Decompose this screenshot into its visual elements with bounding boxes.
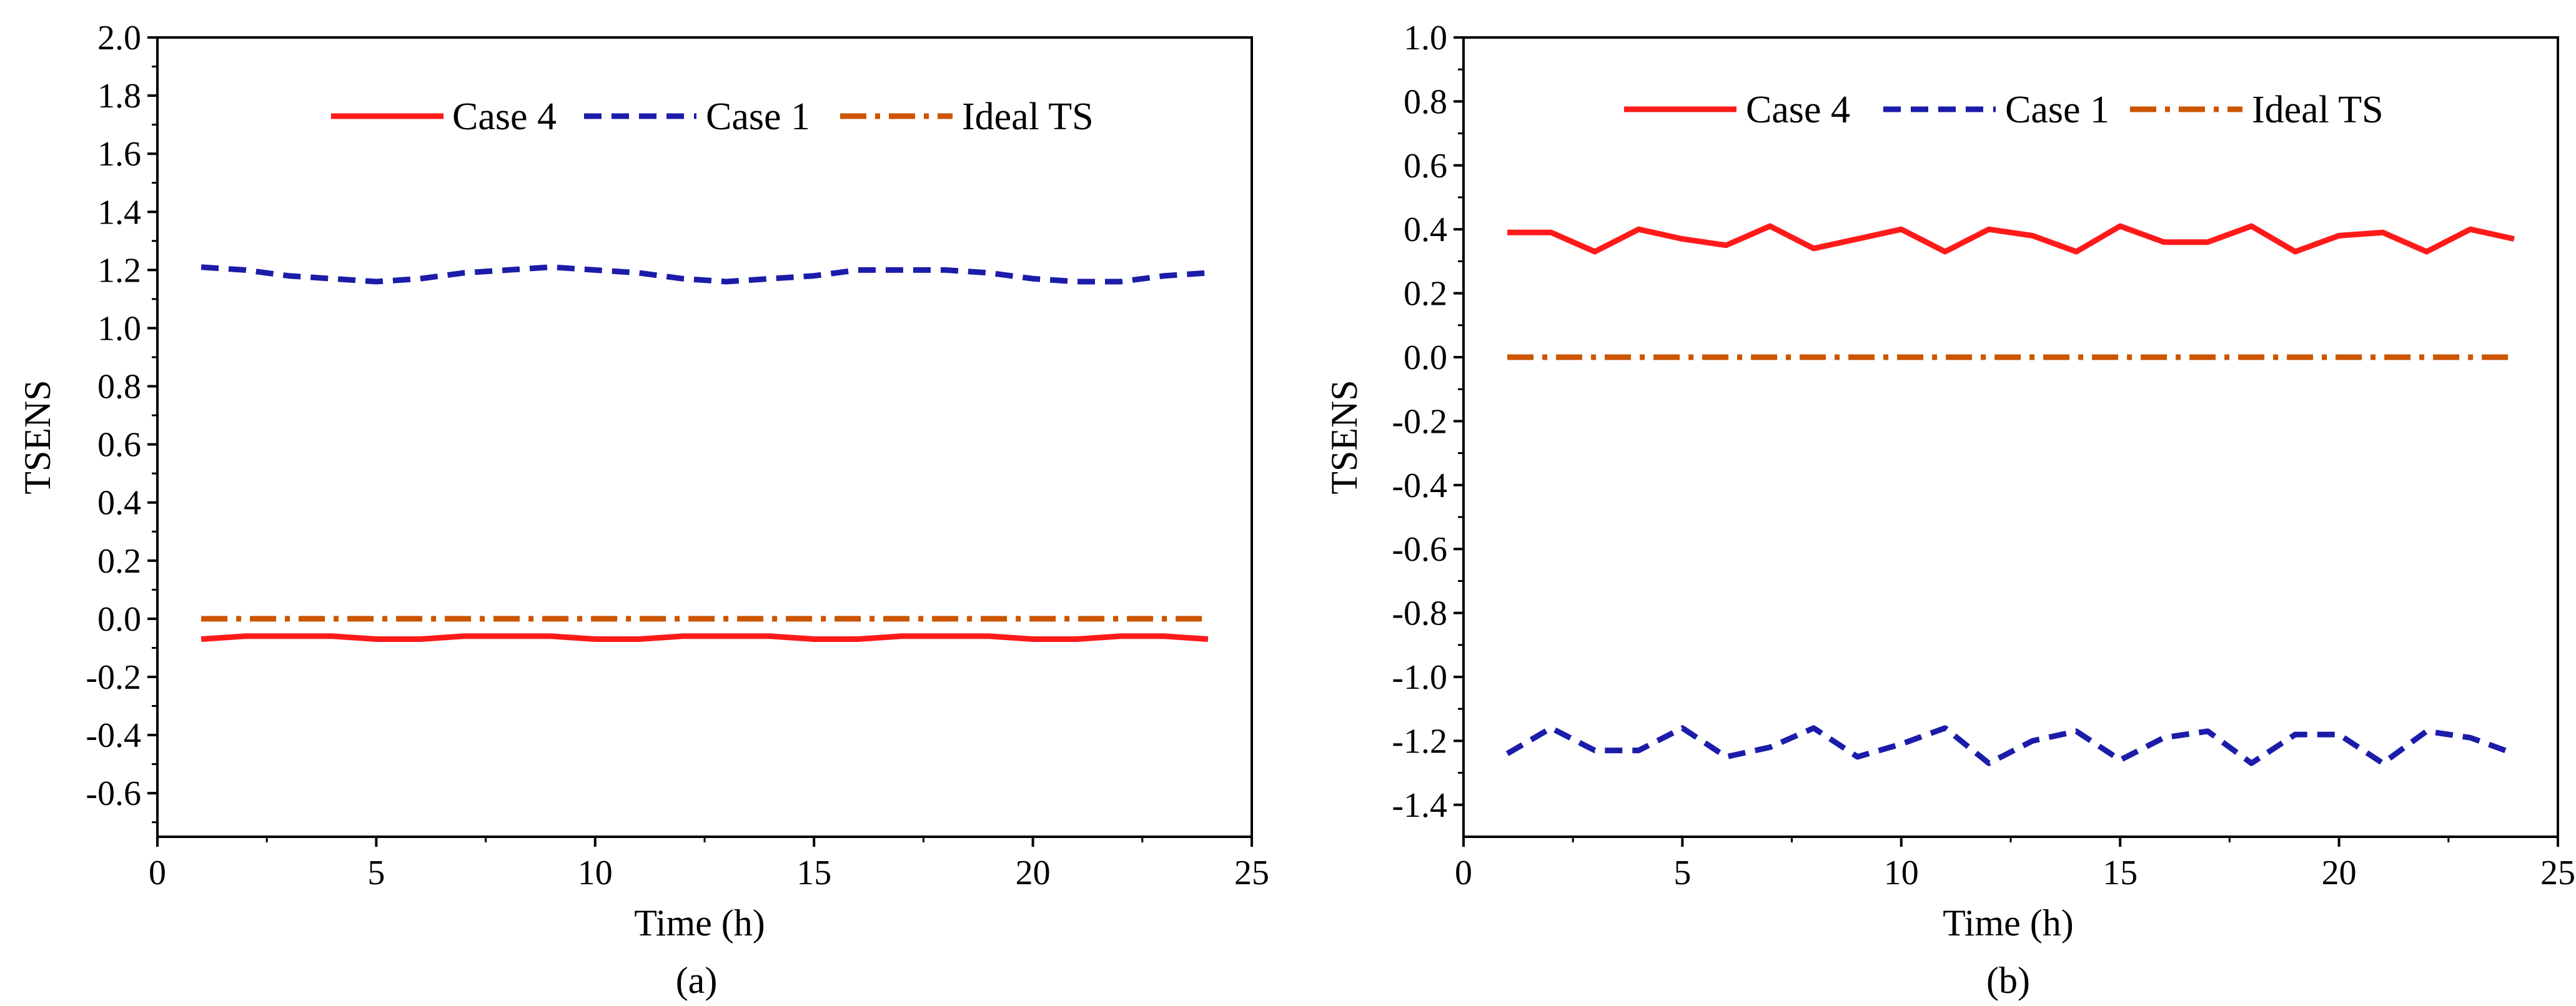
chart-a-y-ticks: 2.0 1.8 1.6 1.4 1.2 1.0 0.8 0.6 0.4 0.2 0.0 -0.2 -0.… xyxy=(86,19,157,824)
chart-a-y-axis-title: TSENS xyxy=(17,380,58,494)
chart-b-xtick-label: 15 xyxy=(2103,854,2138,892)
chart-b-legend-label-ideal: Ideal TS xyxy=(2252,89,2384,131)
chart-b-xtick-label: 5 xyxy=(1673,854,1691,892)
chart-b-ytick-label: 0.6 xyxy=(1404,147,1447,185)
chart-b-xtick-label: 20 xyxy=(2322,854,2357,892)
chart-b-ytick-label: -1.2 xyxy=(1392,722,1447,761)
chart-b-xtick-label: 0 xyxy=(1455,854,1472,892)
chart-a-ytick-label: 0.2 xyxy=(97,542,141,581)
chart-b-ytick-label: 1.0 xyxy=(1404,19,1447,57)
chart-b-x-ticks: 0 5 10 15 20 25 xyxy=(1455,837,2575,892)
chart-a-ytick-label: 1.8 xyxy=(97,77,141,116)
chart-a-plot-frame xyxy=(156,36,1253,838)
chart-b-ytick-label: 0.0 xyxy=(1404,338,1447,377)
chart-a-ytick-label: 1.0 xyxy=(97,309,141,348)
chart-a-legend-label-case1: Case 1 xyxy=(706,96,810,138)
chart-a-ytick-label: 0.4 xyxy=(97,484,141,523)
chart-b-ytick-label: 0.2 xyxy=(1404,275,1447,313)
chart-a-x-ticks: 0 5 10 15 20 25 xyxy=(149,837,1269,892)
chart-b-ytick-label: 0.4 xyxy=(1404,210,1447,249)
chart-b-ytick-label: -0.8 xyxy=(1392,594,1447,633)
chart-b-caption: (b) xyxy=(1986,960,2030,1001)
chart-a: 2.0 1.8 1.6 1.4 1.2 1.0 0.8 0.6 0.4 0.2 0.0 -0.2 -0.… xyxy=(17,19,1269,1001)
chart-b-y-ticks: 1.0 0.8 0.6 0.4 0.2 0.0 -0.2 -0.4 -0.6 -0.8 -1.0 -1… xyxy=(1392,19,1464,825)
chart-a-series-case1 xyxy=(201,264,1209,285)
chart-b-x-axis-title: Time (h) xyxy=(1943,902,2073,944)
chart-b-legend-label-case1: Case 1 xyxy=(2005,89,2109,131)
chart-a-legend-label-case4: Case 4 xyxy=(452,96,557,138)
chart-b-legend: Case 4 Case 1 Ideal TS xyxy=(1624,89,2384,131)
chart-b: 1.0 0.8 0.6 0.4 0.2 0.0 -0.2 -0.4 -0.6 -0.8 -1.0 -1… xyxy=(1324,19,2575,1001)
chart-b-series-case4 xyxy=(1507,223,2515,255)
chart-a-caption: (a) xyxy=(676,960,718,1001)
chart-b-series-case1 xyxy=(1505,725,2515,766)
chart-a-ytick-label: 0.6 xyxy=(97,426,141,465)
chart-a-ytick-label: 1.4 xyxy=(97,193,141,232)
chart-b-plot-frame xyxy=(1462,36,2559,838)
chart-b-ytick-label: 0.8 xyxy=(1404,82,1447,121)
chart-a-xtick-label: 0 xyxy=(149,854,166,892)
chart-a-ytick-label: 2.0 xyxy=(97,19,141,57)
chart-a-ytick-label: 0.8 xyxy=(97,368,141,407)
chart-b-series xyxy=(1505,223,2515,766)
chart-a-xtick-label: 20 xyxy=(1016,854,1051,892)
chart-b-ytick-label: -1.4 xyxy=(1392,786,1447,825)
chart-a-legend: Case 4 Case 1 Ideal TS xyxy=(331,96,1094,138)
chart-a-ytick-label: -0.4 xyxy=(86,716,141,755)
chart-a-ytick-label: -0.6 xyxy=(86,774,141,813)
chart-a-legend-label-ideal: Ideal TS xyxy=(962,96,1094,138)
chart-b-ytick-label: -0.6 xyxy=(1392,530,1447,569)
chart-a-ytick-label: 1.2 xyxy=(97,251,141,290)
chart-a-xtick-label: 10 xyxy=(578,854,613,892)
chart-a-ytick-label: -0.2 xyxy=(86,658,141,697)
chart-b-ytick-label: -1.0 xyxy=(1392,658,1447,697)
chart-a-series-case4 xyxy=(201,633,1209,642)
chart-b-xtick-label: 25 xyxy=(2540,854,2575,892)
chart-a-xtick-label: 15 xyxy=(796,854,831,892)
chart-a-series xyxy=(201,264,1209,642)
chart-b-y-axis-title: TSENS xyxy=(1324,380,1365,494)
chart-a-x-axis-title: Time (h) xyxy=(634,902,765,944)
chart-a-ytick-label: 0.0 xyxy=(97,600,141,639)
chart-b-ytick-label: -0.4 xyxy=(1392,466,1447,505)
chart-b-xtick-label: 10 xyxy=(1884,854,1919,892)
chart-a-xtick-label: 5 xyxy=(367,854,385,892)
chart-b-ytick-label: -0.2 xyxy=(1392,402,1447,441)
chart-a-xtick-label: 25 xyxy=(1234,854,1269,892)
chart-b-legend-label-case4: Case 4 xyxy=(1746,89,1850,131)
chart-a-ytick-label: 1.6 xyxy=(97,135,141,174)
